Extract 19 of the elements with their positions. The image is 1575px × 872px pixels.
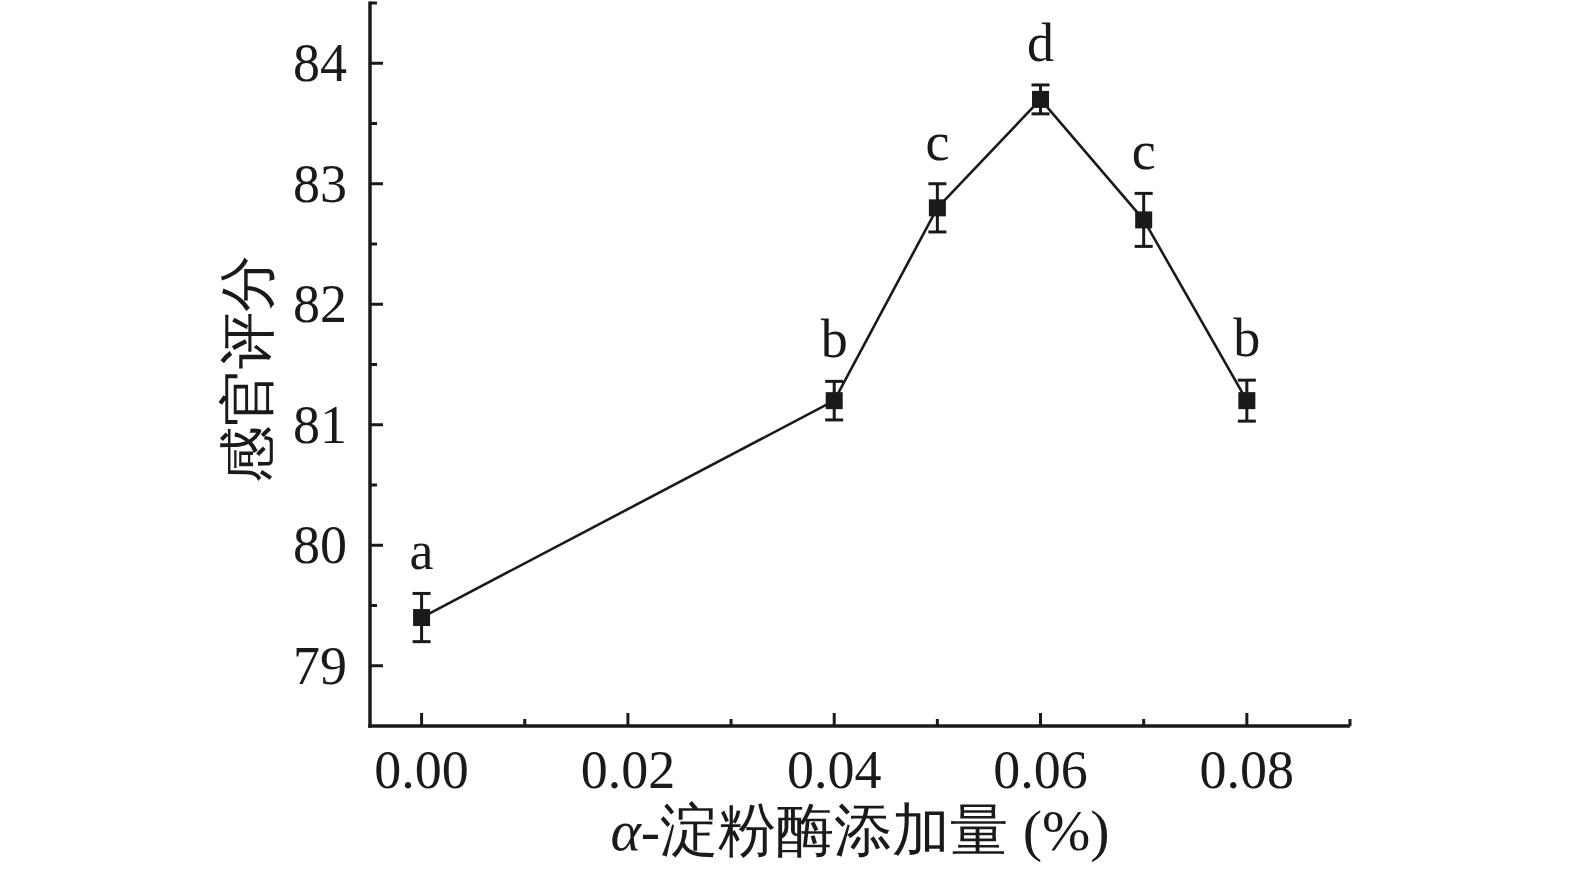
annotation: c xyxy=(925,111,950,172)
annotation: b xyxy=(1233,308,1261,369)
y-tick-label: 82 xyxy=(293,274,347,335)
annotation: a xyxy=(409,521,434,582)
y-axis-title: 感官评分 xyxy=(215,254,279,483)
x-tick-label: 0.04 xyxy=(786,740,882,800)
annotation: d xyxy=(1027,12,1055,73)
x-tick-label: 0.08 xyxy=(1199,740,1295,800)
y-tick-label: 79 xyxy=(293,635,347,696)
annotation: c xyxy=(1131,121,1156,182)
y-tick-label: 83 xyxy=(293,153,347,214)
x-tick-label: 0.02 xyxy=(580,740,676,800)
y-tick-label: 84 xyxy=(293,33,347,94)
y-tick-label: 80 xyxy=(293,515,347,576)
y-tick-label: 81 xyxy=(293,394,347,455)
x-tick-label: 0.06 xyxy=(993,740,1088,800)
annotation: b xyxy=(820,309,848,370)
x-tick-label: 0.00 xyxy=(374,740,469,800)
x-axis-title: α-淀粉酶添加量 (%) xyxy=(610,798,1110,863)
